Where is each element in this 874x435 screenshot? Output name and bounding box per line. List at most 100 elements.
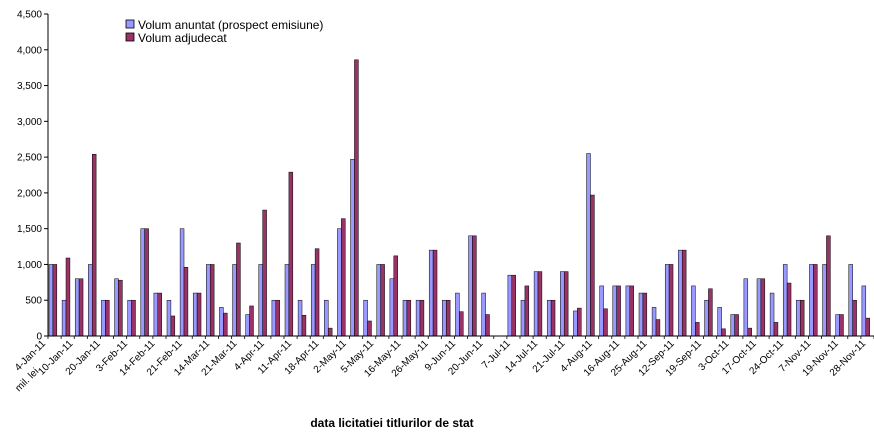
bar-series-1 xyxy=(271,299,277,337)
bar-series-2 xyxy=(419,299,425,337)
y-tick-label: 0 xyxy=(36,332,42,343)
bar-series-2 xyxy=(327,327,333,337)
bar-series-2 xyxy=(577,307,582,337)
bar-series-2 xyxy=(65,257,71,337)
bar-series-1 xyxy=(651,307,657,337)
bar-series-1 xyxy=(297,299,303,337)
bar-series-1 xyxy=(127,299,132,337)
bar-series-2 xyxy=(472,235,477,337)
bar-series-1 xyxy=(704,299,709,337)
bar-series-1 xyxy=(114,278,119,337)
bar-series-1 xyxy=(192,292,198,337)
bar-series-1 xyxy=(101,299,106,337)
bar-series-2 xyxy=(236,242,241,337)
y-tick-label: 3,000 xyxy=(17,117,42,128)
y-tick-label: 1,500 xyxy=(17,224,42,235)
bar-series-2 xyxy=(734,314,739,337)
bar-series-2 xyxy=(288,171,294,337)
y-tick-label: 4,500 xyxy=(17,10,42,21)
bar-series-1 xyxy=(206,264,211,337)
bar-series-2 xyxy=(157,292,162,337)
bar-series-2 xyxy=(773,322,779,337)
bar-series-1 xyxy=(507,274,513,337)
bar-series-2 xyxy=(655,319,661,337)
bar-series-1 xyxy=(782,264,788,337)
bar-series-1 xyxy=(664,264,670,337)
bar-series-2 xyxy=(826,235,831,337)
bar-series-1 xyxy=(245,314,250,337)
bar-series-1 xyxy=(769,292,775,337)
bar-series-1 xyxy=(520,299,526,337)
y-tick-label: 1,000 xyxy=(17,260,42,271)
bar-series-2 xyxy=(786,282,792,337)
bar-series-1 xyxy=(179,228,185,337)
bar-series-1 xyxy=(61,299,67,337)
bar-series-2 xyxy=(341,218,346,337)
y-tick-label: 4,000 xyxy=(17,45,42,56)
bar-series-2 xyxy=(314,248,320,337)
bar-series-2 xyxy=(170,315,176,337)
bar-series-2 xyxy=(380,264,385,337)
bar-series-1 xyxy=(796,299,801,337)
bar-series-2 xyxy=(603,308,608,337)
bar-series-1 xyxy=(455,292,460,337)
bar-series-2 xyxy=(131,299,136,337)
bar-series-1 xyxy=(573,310,578,337)
bar-series-1 xyxy=(678,249,683,337)
bar-series-2 xyxy=(813,264,818,337)
bar-series-1 xyxy=(74,278,80,337)
legend: Volum anuntat (prospect emisiune) Volum … xyxy=(125,18,323,45)
bar-series-1 xyxy=(625,285,631,337)
bar-series-2 xyxy=(105,299,110,337)
bar-series-2 xyxy=(865,317,870,337)
bar-series-1 xyxy=(638,292,644,337)
bar-series-2 xyxy=(760,278,766,337)
bar-series-1 xyxy=(809,264,814,337)
bar-series-2 xyxy=(590,194,595,337)
bar-series-1 xyxy=(835,314,840,337)
bar-series-1 xyxy=(586,153,591,337)
bar-series-1 xyxy=(533,271,539,337)
bar-series-1 xyxy=(88,264,93,337)
bar-series-1 xyxy=(481,292,486,337)
bar-series-2 xyxy=(668,264,674,337)
bar-series-2 xyxy=(695,322,700,337)
bar-series-1 xyxy=(363,299,368,337)
bar-series-2 xyxy=(301,315,307,337)
bar-series-2 xyxy=(406,299,412,337)
bar-series-2 xyxy=(118,279,123,337)
bar-series-2 xyxy=(563,271,569,337)
bar-series-2 xyxy=(629,285,634,337)
bar-series-1 xyxy=(560,271,565,337)
bar-series-1 xyxy=(612,285,617,337)
legend-swatch-series-2 xyxy=(125,32,135,42)
bar-series-2 xyxy=(367,320,372,337)
bar-series-2 xyxy=(249,305,254,337)
bar-series-1 xyxy=(717,307,722,337)
bar-series-1 xyxy=(415,299,421,337)
bar-series-2 xyxy=(524,285,530,337)
bar-series-1 xyxy=(153,292,159,337)
bar-series-1 xyxy=(166,299,172,337)
bar-series-2 xyxy=(445,299,451,337)
bar-series-2 xyxy=(642,292,648,337)
bar-series-1 xyxy=(743,278,749,337)
bar-series-2 xyxy=(209,264,215,337)
bar-series-2 xyxy=(459,311,464,337)
bar-series-2 xyxy=(852,299,857,337)
bar-series-2 xyxy=(196,292,202,337)
bar-series-1 xyxy=(442,299,447,337)
bar-series-1 xyxy=(376,264,381,337)
bar-series-1 xyxy=(48,264,54,337)
x-axis-title: data licitatiei titlurilor de stat xyxy=(310,416,473,430)
bar-series-1 xyxy=(310,264,316,337)
bar-series-1 xyxy=(468,235,473,337)
bars xyxy=(48,59,870,337)
bar-series-1 xyxy=(730,314,735,337)
y-tick-label: 500 xyxy=(25,296,42,307)
y-tick-label: 2,000 xyxy=(17,188,42,199)
bar-series-1 xyxy=(258,264,263,337)
legend-label-series-2: Volum adjudecat xyxy=(138,31,227,45)
bar-series-2 xyxy=(432,249,438,337)
